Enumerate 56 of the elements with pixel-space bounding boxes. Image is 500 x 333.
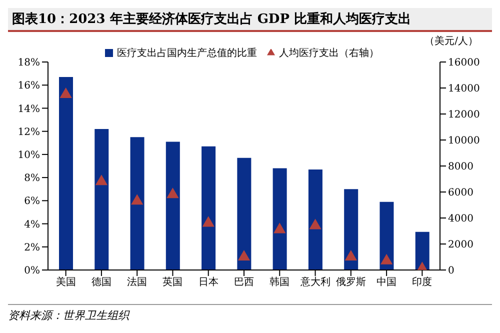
point — [380, 254, 393, 264]
y-tick-label: 0% — [24, 266, 40, 277]
bar — [272, 168, 287, 270]
y2-tick-label: 14000 — [448, 84, 480, 95]
y2-tick-label: 4000 — [448, 214, 474, 225]
bar — [130, 137, 144, 270]
point — [166, 188, 179, 198]
x-tick-label: 日本 — [198, 276, 218, 288]
x-tick-label: 印度 — [412, 276, 432, 288]
y2-tick-label: 12000 — [448, 110, 480, 121]
text: 资料来源：世界卫生组织 — [8, 304, 492, 323]
legend-label: 人均医疗支出（右轴） — [279, 48, 379, 59]
point — [309, 218, 322, 230]
bar — [380, 202, 394, 270]
y-tick-label: 10% — [18, 150, 40, 161]
y-tick-label: 18% — [18, 58, 40, 69]
y-tick-label: 12% — [18, 126, 40, 138]
x-tick-label: 意大利 — [299, 276, 330, 288]
y-tick-label: 2% — [24, 242, 40, 254]
y2-tick-label: 16000 — [448, 58, 480, 69]
y2-axis-title: （美元/人） — [424, 34, 478, 48]
point — [95, 174, 108, 186]
point — [274, 222, 286, 234]
chart-title: 图表10：2023 年主要经济体医疗支出占 GDP 比重和人均医疗支出 — [8, 8, 492, 32]
bar — [308, 169, 322, 270]
y-tick-label: 16% — [18, 80, 40, 92]
point — [60, 87, 72, 98]
point — [238, 250, 250, 261]
bar — [415, 232, 430, 270]
y2-tick-label: 8000 — [448, 162, 474, 173]
y2-tick-label: 0 — [448, 266, 454, 277]
y2-tick-label: 2000 — [448, 240, 474, 251]
x-tick-label: 俄罗斯 — [336, 276, 366, 288]
x-tick-label: 英国 — [162, 276, 183, 288]
y2-tick-label: 6000 — [448, 188, 474, 199]
legend-label: 医疗支出占国内生产总值的比重 — [117, 48, 257, 59]
bar — [202, 146, 216, 270]
x-tick-label: 美国 — [56, 276, 76, 288]
x-tick-label: 巴西 — [234, 277, 254, 288]
bar — [59, 77, 73, 270]
point — [344, 250, 357, 261]
bar — [237, 158, 252, 270]
y-tick-label: 6% — [24, 196, 40, 208]
point — [202, 216, 214, 227]
point — [131, 194, 144, 205]
x-tick-label: 法国 — [127, 276, 148, 288]
y2-tick-label: 10000 — [448, 136, 480, 147]
y-tick-label: 4% — [24, 219, 40, 230]
bar — [344, 189, 358, 270]
y-tick-label: 14% — [18, 104, 40, 115]
bar — [166, 142, 180, 270]
bar — [94, 129, 109, 270]
y-tick-label: 8% — [24, 173, 40, 184]
x-tick-label: 中国 — [376, 276, 397, 288]
x-tick-label: 德国 — [91, 277, 112, 288]
x-tick-label: 韩国 — [270, 276, 290, 288]
